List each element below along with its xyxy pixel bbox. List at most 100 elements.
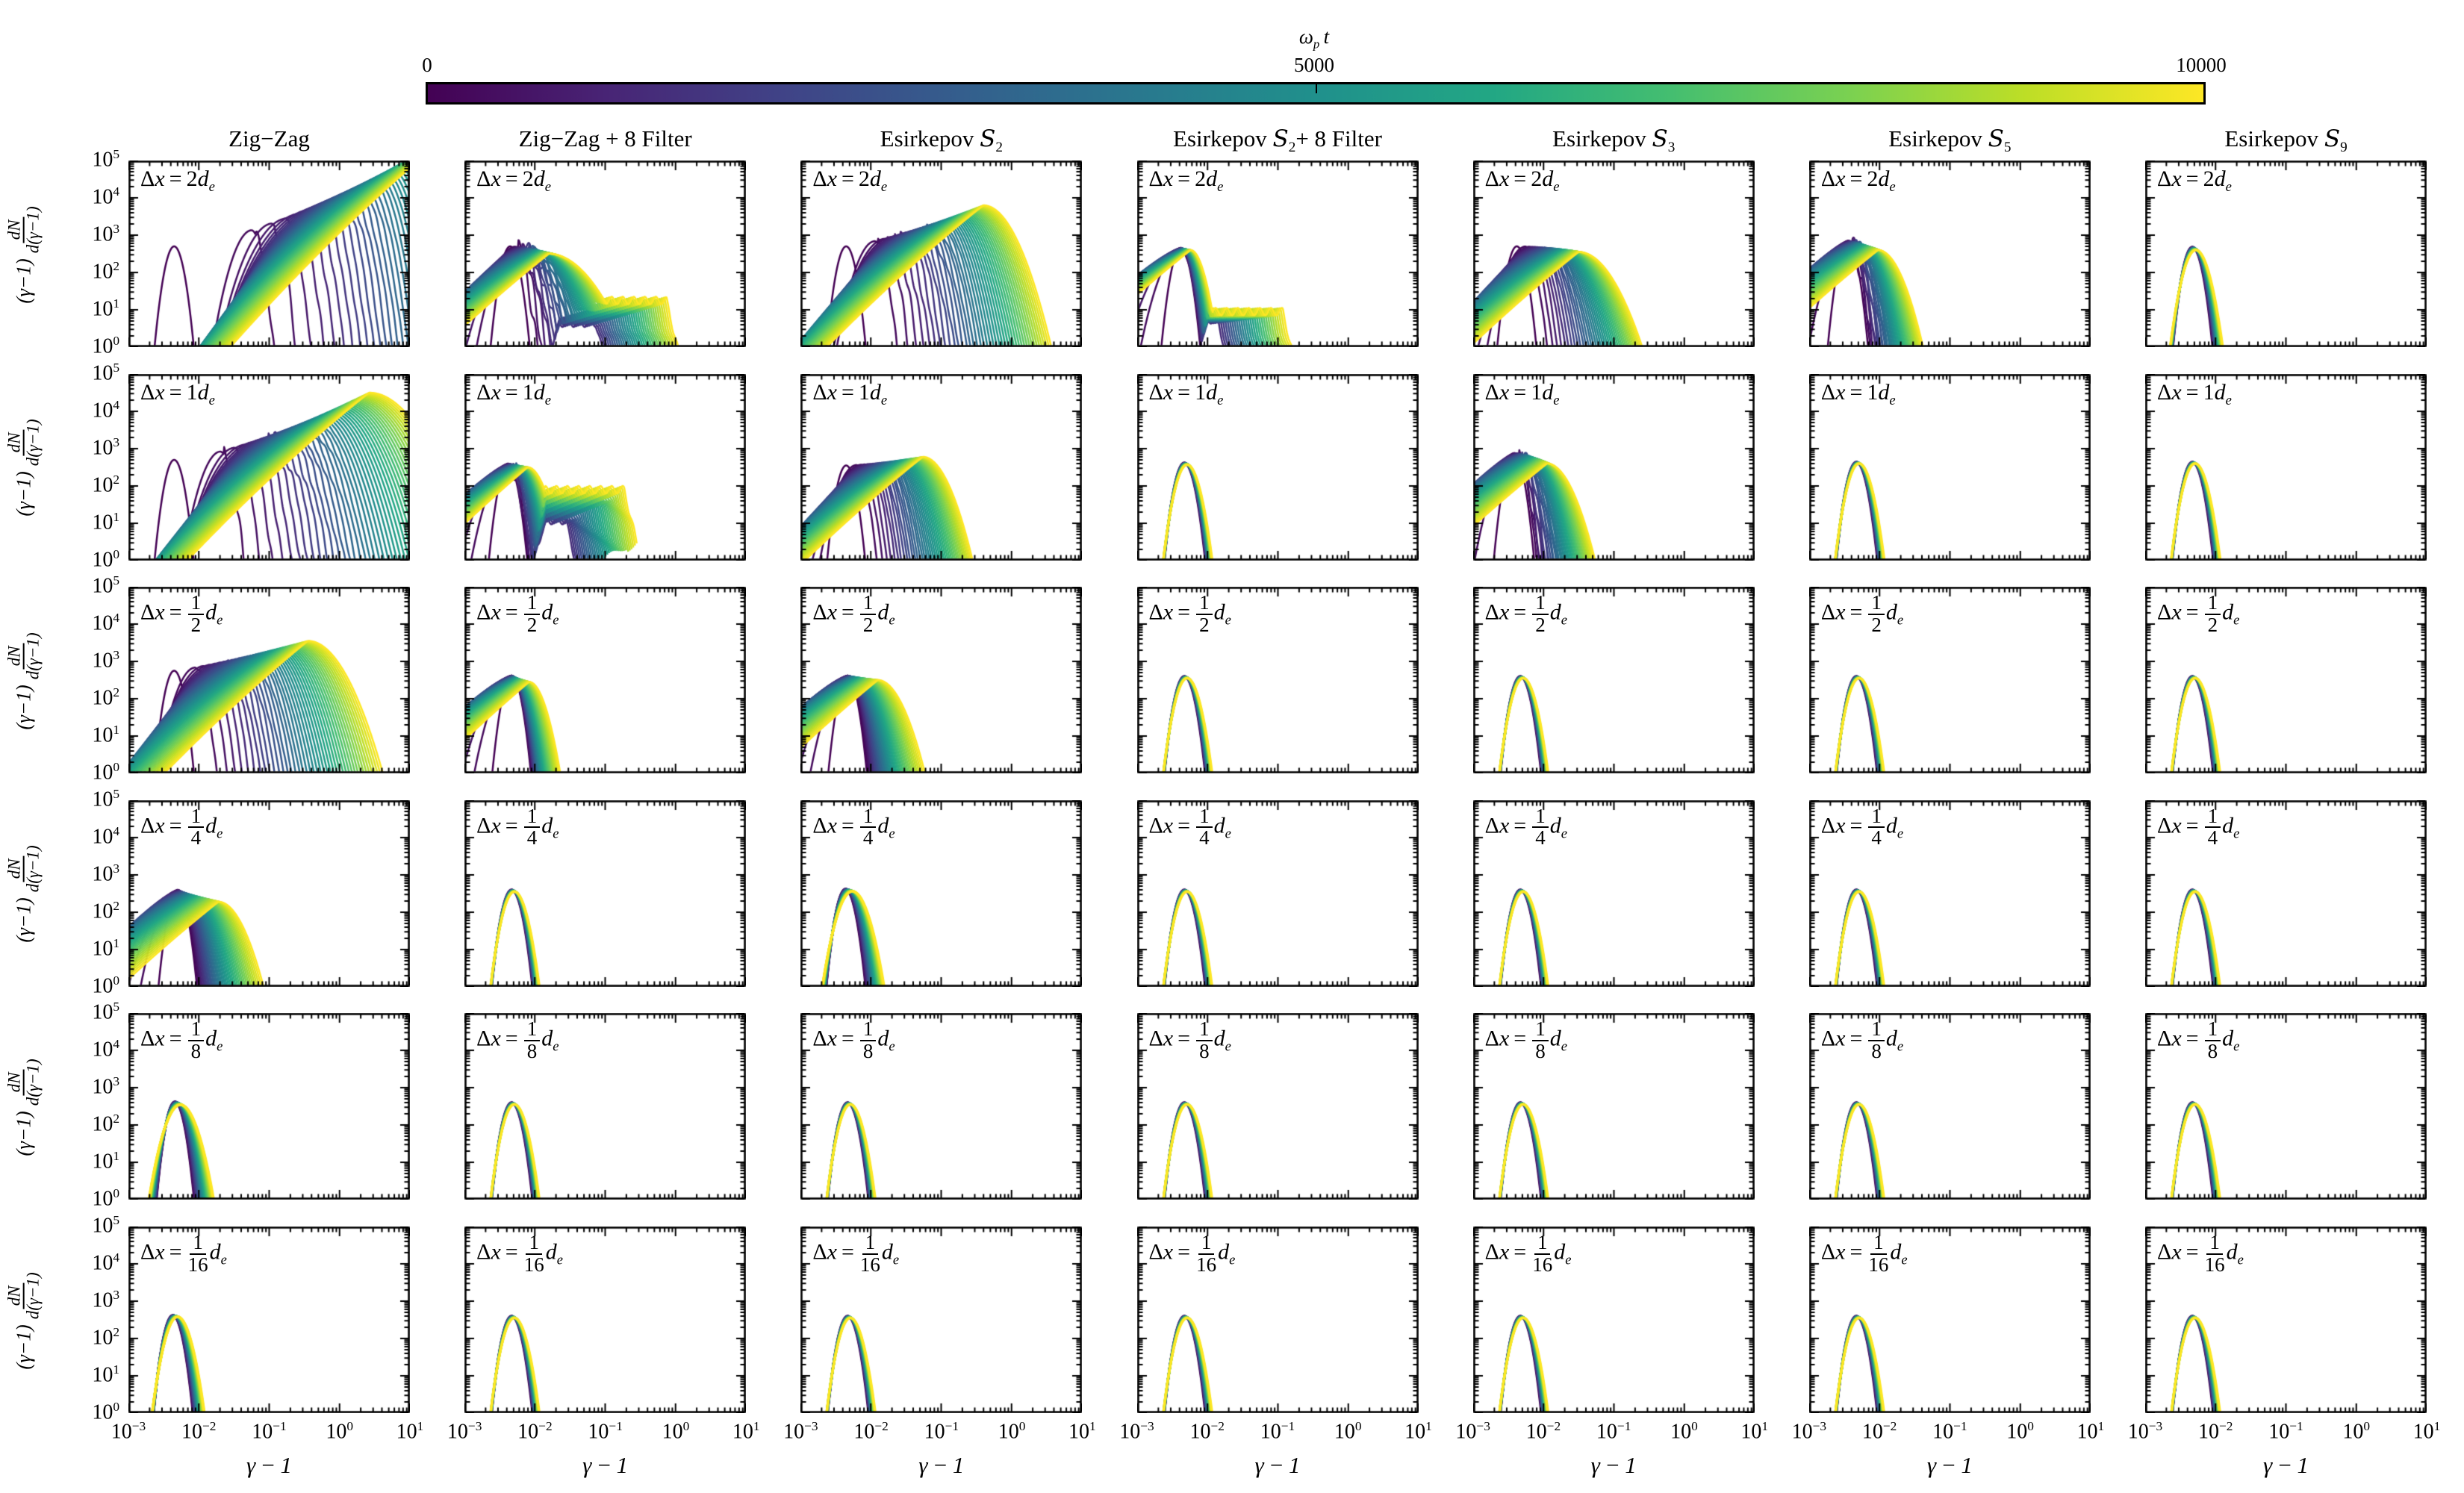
x-tick-label: 10−1 [924, 1419, 959, 1444]
spectra-canvas-r1c1 [128, 160, 410, 347]
panel-r2c3: Δx = 1de [800, 373, 1083, 561]
y-tick-label: 100 [92, 760, 119, 785]
column-title-7: Esirkepov S9 [2224, 125, 2348, 156]
spectra-canvas-r1c3 [800, 160, 1083, 347]
panel-r6c2: Δx = 1 16 de [464, 1226, 747, 1413]
y-axis-label: (γ−1) dN d(γ−1) [4, 419, 43, 517]
spectra-canvas-r4c1 [128, 800, 410, 987]
spectra-canvas-r5c2 [464, 1013, 747, 1200]
panel-r5c5: Δx = 1 8 de [1472, 1013, 1755, 1200]
y-tick-label: 103 [92, 1288, 119, 1312]
panel-r4c1: Δx = 1 4 de [128, 800, 410, 987]
panel-r5c1: Δx = 1 8 de [128, 1013, 410, 1200]
panel-r1c2: Δx = 2de [464, 160, 747, 347]
spectra-canvas-r2c6 [1808, 373, 2091, 561]
y-tick-label: 105 [92, 1213, 119, 1238]
panel-r5c6: Δx = 1 8 de [1808, 1013, 2091, 1200]
dx-annotation-r2c5: Δx = 1de [1484, 379, 1560, 408]
y-axis-label: (γ−1) dN d(γ−1) [4, 845, 43, 943]
dx-annotation-r5c6: Δx = 1 8 de [1820, 1017, 1904, 1062]
dx-annotation-r2c3: Δx = 1de [812, 379, 888, 408]
spectra-canvas-r1c6 [1808, 160, 2091, 347]
y-axis-label-wrap: (γ−1) dN d(γ−1) [1, 1013, 46, 1200]
shape-function-symbol: S [980, 125, 996, 152]
y-tick-label: 101 [92, 723, 119, 747]
x-tick-label: 10−3 [1119, 1419, 1154, 1444]
y-axis-label-wrap: (γ−1) dN d(γ−1) [1, 160, 46, 347]
y-tick-label: 105 [92, 1000, 119, 1024]
x-axis-label: γ − 1 [1926, 1452, 1973, 1478]
spectra-canvas-r2c1 [128, 373, 410, 561]
x-axis-label: γ − 1 [582, 1452, 629, 1478]
dx-annotation-r2c4: Δx = 1de [1148, 379, 1224, 408]
x-tick-label: 101 [1740, 1419, 1769, 1444]
panel-r4c6: Δx = 1 4 de [1808, 800, 2091, 987]
spectra-canvas-r3c5 [1472, 587, 1755, 774]
y-tick-label: 100 [92, 973, 119, 998]
y-tick-label: 102 [92, 259, 119, 284]
dx-annotation-r4c5: Δx = 1 4 de [1484, 804, 1567, 850]
panel-r2c7: Δx = 1de [2145, 373, 2427, 561]
spectra-canvas-r4c7 [2145, 800, 2427, 987]
y-tick-label: 104 [92, 1037, 119, 1062]
y-tick-label: 102 [92, 472, 119, 496]
spectra-canvas-r3c4 [1136, 587, 1419, 774]
column-title-6: Esirkepov S5 [1888, 125, 2012, 156]
shape-function-symbol: S [1272, 125, 1289, 152]
y-tick-label: 104 [92, 184, 119, 209]
panel-r2c1: Δx = 1de [128, 373, 410, 561]
spectra-canvas-r5c1 [128, 1013, 410, 1200]
y-tick-label: 102 [92, 898, 119, 923]
dx-annotation-r1c4: Δx = 2de [1148, 166, 1224, 195]
x-tick-label: 100 [998, 1419, 1026, 1444]
panel-r3c6: Δx = 1 2 de [1808, 587, 2091, 774]
spectra-canvas-r5c6 [1808, 1013, 2091, 1200]
y-axis-label: (γ−1) dN d(γ−1) [4, 1271, 43, 1370]
y-axis-label-wrap: (γ−1) dN d(γ−1) [1, 374, 46, 561]
dx-annotation-r3c7: Δx = 1 2 de [2157, 591, 2240, 636]
panel-r3c5: Δx = 1 2 de [1472, 587, 1755, 774]
spectra-canvas-r6c4 [1136, 1226, 1419, 1413]
panel-r3c7: Δx = 1 2 de [2145, 587, 2427, 774]
x-axis-label: γ − 1 [246, 1452, 293, 1478]
x-tick-label: 10−3 [2127, 1419, 2163, 1444]
x-tick-label: 10−1 [252, 1419, 287, 1444]
spectra-canvas-r2c4 [1136, 373, 1419, 561]
x-tick-label: 10−2 [181, 1419, 217, 1444]
colorbar-tick-5000: 5000 [1294, 54, 1334, 76]
y-tick-label: 105 [92, 360, 119, 384]
spectra-canvas-r3c2 [464, 587, 747, 774]
x-tick-label: 101 [732, 1419, 760, 1444]
y-axis-label-wrap: (γ−1) dN d(γ−1) [1, 587, 46, 773]
x-tick-label: 101 [2076, 1419, 2105, 1444]
x-tick-label: 10−2 [1861, 1419, 1897, 1444]
dx-annotation-r3c3: Δx = 1 2 de [812, 591, 895, 636]
shape-function-symbol: S [2324, 125, 2341, 152]
y-tick-label: 103 [92, 434, 119, 459]
panel-r1c6: Δx = 2de [1808, 160, 2091, 347]
y-tick-label: 102 [92, 1325, 119, 1350]
x-tick-label: 10−1 [1932, 1419, 1967, 1444]
y-tick-label: 103 [92, 222, 119, 246]
spectra-canvas-r6c2 [464, 1226, 747, 1413]
x-tick-label: 10−3 [1791, 1419, 1827, 1444]
x-axis-label: γ − 1 [1254, 1452, 1301, 1478]
x-tick-label: 100 [2342, 1419, 2371, 1444]
panel-r4c2: Δx = 1 4 de [464, 800, 747, 987]
spectra-canvas-r1c5 [1472, 160, 1755, 347]
dx-annotation-r4c3: Δx = 1 4 de [812, 804, 895, 850]
shape-function-symbol: S [1988, 125, 2004, 152]
x-tick-label: 101 [2412, 1419, 2441, 1444]
panel-r2c2: Δx = 1de [464, 373, 747, 561]
y-tick-label: 104 [92, 397, 119, 422]
y-tick-label: 103 [92, 648, 119, 673]
panel-r4c3: Δx = 1 4 de [800, 800, 1083, 987]
dx-annotation-r4c4: Δx = 1 4 de [1148, 804, 1231, 850]
y-axis-label: (γ−1) dN d(γ−1) [4, 1059, 43, 1156]
x-tick-label: 10−1 [2268, 1419, 2303, 1444]
x-tick-label: 10−3 [783, 1419, 818, 1444]
spectra-canvas-r3c7 [2145, 587, 2427, 774]
x-tick-label: 10−2 [853, 1419, 889, 1444]
panel-r3c3: Δx = 1 2 de [800, 587, 1083, 774]
spectra-canvas-r4c4 [1136, 800, 1419, 987]
